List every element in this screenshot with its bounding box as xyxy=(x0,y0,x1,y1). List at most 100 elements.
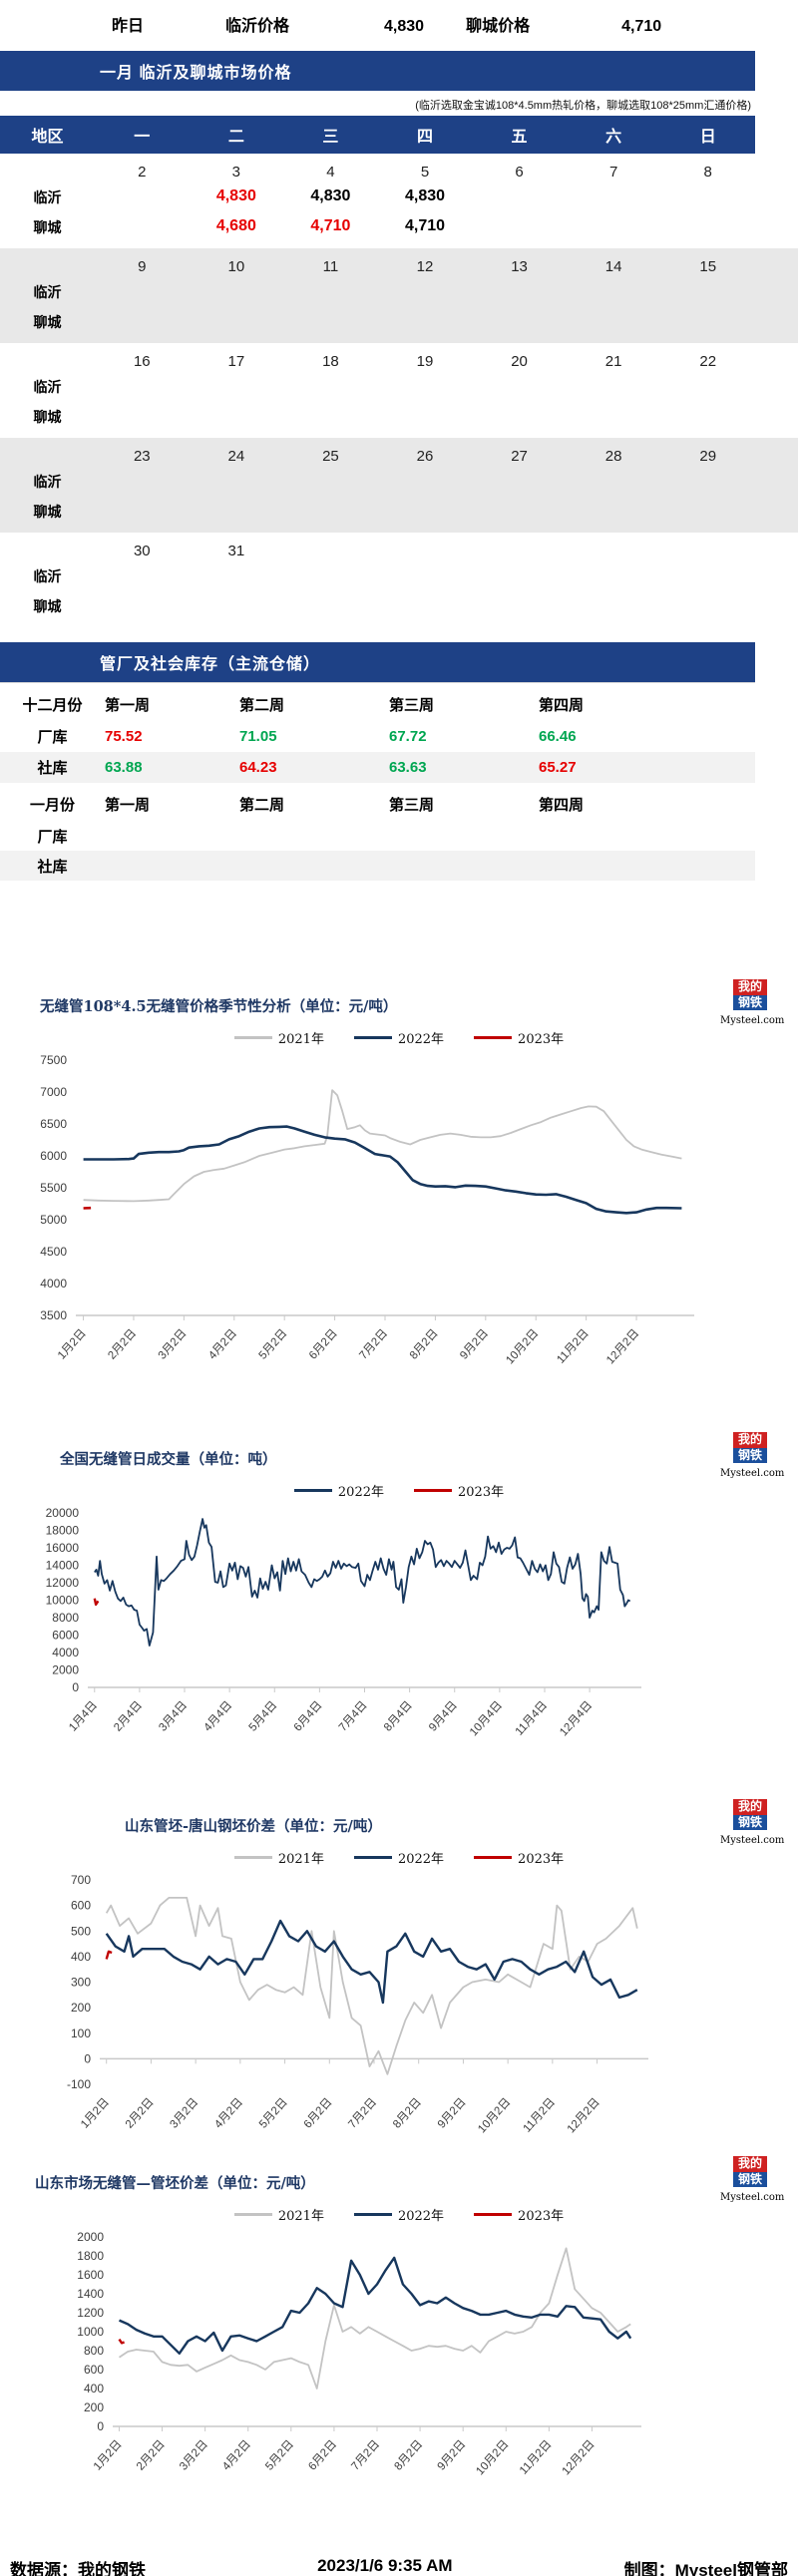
x-axis-label: 6月2日 xyxy=(306,2438,339,2473)
chart-block-seasonal-price: 我的 钢铁 Mysteel.com 无缝管108*4.5无缝管价格季节性分析（单… xyxy=(0,979,798,1403)
calendar-price-cell xyxy=(95,591,190,621)
calendar-price-cell xyxy=(660,307,755,337)
x-axis-label: 3月2日 xyxy=(157,1327,190,1362)
y-axis-label: 1000 xyxy=(77,2325,104,2339)
x-axis-label: 3月2日 xyxy=(168,2096,200,2131)
calendar-price-cell xyxy=(283,372,378,402)
series-line-2021年 xyxy=(119,2247,631,2390)
mysteel-logo: 我的 钢铁 Mysteel.com xyxy=(720,2156,784,2205)
mysteel-logo: 我的 钢铁 Mysteel.com xyxy=(720,1432,784,1481)
y-axis-label: 0 xyxy=(72,1680,79,1694)
calendar-price-row: 临沂 xyxy=(0,467,755,497)
chart-legend-seasonal-price: 2021年 2022年 2023年 xyxy=(0,1026,798,1048)
x-axis-label: 6月4日 xyxy=(292,1699,325,1734)
calendar-date-cell: 16 xyxy=(133,353,151,370)
y-axis-label: 400 xyxy=(84,2382,104,2395)
series-line-2021年 xyxy=(83,1089,682,1203)
inventory-month-label: 一月份 xyxy=(29,795,75,814)
calendar-price-cell xyxy=(567,212,661,242)
yesterday-summary: 昨日 临沂价格 4,830 聊城价格 4,710 xyxy=(0,0,798,36)
calendar-row-label: 聊城 xyxy=(33,410,62,426)
x-axis-label: 3月2日 xyxy=(178,2438,210,2473)
y-axis-label: 2000 xyxy=(52,1663,79,1677)
chart-svg-billet-spread: 700 600 500 400 300 200 100 0 -100 1月2日 2月2日 3月2日 4月… xyxy=(67,1873,648,2135)
series-line-2022年 xyxy=(105,1919,638,2005)
calendar-date-cell: 29 xyxy=(699,448,717,465)
x-axis-label: 9月2日 xyxy=(436,2096,469,2131)
calendar-date-cell: 17 xyxy=(227,353,245,370)
mysteel-logo: 我的 钢铁 Mysteel.com xyxy=(720,979,784,1028)
inventory-value-cell: 66.46 xyxy=(539,728,577,745)
calendar-price-cell xyxy=(660,591,755,621)
calendar-date-cell: 25 xyxy=(322,448,339,465)
legend-swatch-2023年 xyxy=(474,1855,513,1859)
y-axis-label: 7000 xyxy=(40,1085,67,1099)
calendar-date-cell: 23 xyxy=(133,448,151,465)
calendar-price-cell xyxy=(283,277,378,307)
chart-svg-seasonal-price: 7500 7000 6500 6000 5500 5000 4500 4000 3500 1月2日… xyxy=(40,1053,694,1366)
calendar-price-cell xyxy=(472,277,567,307)
y-axis-label: 0 xyxy=(97,2419,104,2433)
calendar-price-cell xyxy=(567,497,661,527)
mysteel-logo-caption: Mysteel.com xyxy=(720,1468,785,1480)
price-section-note: (临沂选取金宝诚108*4.5mm热轧价格，聊城选取108*25mm汇通价格) xyxy=(415,100,751,112)
legend-swatch-2022年 xyxy=(353,2212,392,2216)
x-axis-label: 4月2日 xyxy=(220,2438,253,2473)
x-axis-label: 2月2日 xyxy=(135,2438,168,2473)
x-axis-label: 5月4日 xyxy=(247,1699,280,1734)
calendar-price-cell xyxy=(95,277,190,307)
calendar-price-cell xyxy=(283,561,378,591)
y-axis-label: 14000 xyxy=(46,1559,80,1573)
x-axis-label: 12月2日 xyxy=(561,2438,598,2477)
calendar-price-cell xyxy=(190,591,284,621)
legend-swatch-2023年 xyxy=(414,1488,452,1492)
inventory-value-cell: 63.63 xyxy=(389,759,427,776)
y-axis-label: 200 xyxy=(84,2400,104,2414)
calendar-price-cell: 4,830 xyxy=(215,187,256,204)
x-axis-label: 8月2日 xyxy=(392,2438,425,2473)
chart-block-billet-spread: 我的 钢铁 Mysteel.com 山东管坯-唐山钢坯价差（单位：元/吨） 20… xyxy=(0,1799,798,2172)
calendar-price-cell xyxy=(567,561,661,591)
y-axis-label: -100 xyxy=(67,2077,91,2091)
calendar-price-row: 聊城 xyxy=(0,307,755,337)
inventory-week-header: 第三周 xyxy=(389,795,435,814)
y-axis-label: 10000 xyxy=(46,1594,80,1608)
legend-item: 2021年 xyxy=(233,1028,324,1047)
inventory-value-cell xyxy=(239,829,389,843)
calendar-row-label: 临沂 xyxy=(33,285,62,301)
calendar-row-label: 聊城 xyxy=(33,220,62,236)
calendar-price-row: 临沂 xyxy=(0,372,755,402)
inventory-week-header: 第四周 xyxy=(539,695,585,714)
calendar-price-cell xyxy=(95,183,190,212)
inventory-value-cell: 71.05 xyxy=(239,728,277,745)
calendar-header-cell: 二 xyxy=(227,129,244,146)
x-axis-label: 6月2日 xyxy=(307,1327,340,1362)
calendar-date-cell: 7 xyxy=(608,164,618,181)
inventory-value-cell: 75.52 xyxy=(105,728,143,745)
x-axis-label: 2月2日 xyxy=(124,2096,157,2131)
legend-swatch-2022年 xyxy=(293,1488,332,1492)
x-axis-label: 9月2日 xyxy=(436,2438,469,2473)
x-axis-label: 2月4日 xyxy=(112,1699,145,1734)
y-axis-label: 18000 xyxy=(46,1524,80,1538)
x-axis-label: 11月2日 xyxy=(555,1327,592,1366)
legend-item: 2021年 xyxy=(233,1848,324,1867)
calendar-date-cell: 12 xyxy=(416,258,434,275)
y-axis-label: 200 xyxy=(71,2001,91,2015)
calendar-price-cell xyxy=(472,372,567,402)
calendar-date-row: 2 3 4 5 6 7 8 xyxy=(0,156,755,183)
y-axis-label: 4500 xyxy=(40,1245,67,1259)
chart-legend-daily-volume: 2022年 2023年 xyxy=(0,1479,798,1501)
x-axis-label: 1月2日 xyxy=(79,2096,112,2131)
calendar-price-cell xyxy=(472,307,567,337)
chart-title-billet-spread: 山东管坯-唐山钢坯价差（单位：元/吨） xyxy=(125,1818,382,1835)
mysteel-logo-caption: Mysteel.com xyxy=(720,1835,785,1847)
mysteel-logo-blue-icon: 钢铁 xyxy=(733,2171,767,2188)
x-axis-label: 8月2日 xyxy=(408,1327,441,1362)
footer-source: 数据源：我的钢铁 xyxy=(10,2561,146,2576)
x-axis-label: 3月4日 xyxy=(157,1699,190,1734)
calendar-price-cell xyxy=(567,372,661,402)
x-axis-label: 8月4日 xyxy=(382,1699,415,1734)
calendar-price-cell xyxy=(660,372,755,402)
calendar-price-row: 聊城 4,680 4,710 4,710 xyxy=(0,212,755,242)
